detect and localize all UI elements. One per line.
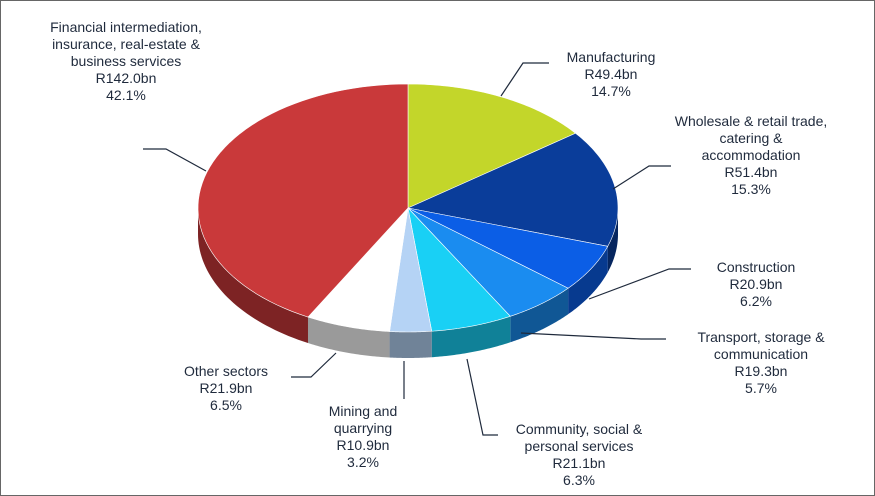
value-label: 3.2% bbox=[347, 454, 379, 470]
value-label: 14.7% bbox=[591, 83, 631, 99]
value-label: 6.5% bbox=[210, 397, 242, 413]
slice-side bbox=[607, 208, 618, 273]
value-label: 15.3% bbox=[731, 181, 771, 197]
data-label: Construction R20.9bn 6.2% bbox=[681, 259, 831, 310]
slice bbox=[407, 207, 609, 289]
leader-line bbox=[520, 332, 666, 340]
slice bbox=[307, 207, 409, 332]
value-label: 42.1% bbox=[106, 87, 146, 103]
amount-label: R20.9bn bbox=[729, 276, 783, 292]
slice-side bbox=[307, 317, 390, 358]
data-label: Mining and quarrying R10.9bn 3.2% bbox=[308, 403, 418, 471]
category-label: Construction bbox=[716, 259, 796, 275]
data-label: Other sectors R21.9bn 6.5% bbox=[161, 363, 291, 414]
leader-line bbox=[588, 268, 691, 300]
slice bbox=[407, 207, 511, 332]
slice-side bbox=[510, 288, 569, 343]
leader-line bbox=[500, 62, 549, 97]
data-label: Financial intermediation, insurance, rea… bbox=[46, 19, 206, 104]
data-label: Wholesale & retail trade, catering & acc… bbox=[671, 113, 831, 198]
slice-side bbox=[431, 316, 511, 358]
leader-line bbox=[612, 165, 671, 190]
category-label: Transport, storage & communication bbox=[697, 329, 825, 362]
amount-label: R19.3bn bbox=[734, 363, 788, 379]
data-label: Manufacturing R49.4bn 14.7% bbox=[526, 49, 696, 100]
slice bbox=[197, 83, 409, 318]
slice-side bbox=[198, 208, 308, 344]
value-label: 6.3% bbox=[563, 472, 595, 488]
category-label: Financial intermediation, insurance, rea… bbox=[50, 19, 202, 69]
category-label: Mining and quarrying bbox=[328, 403, 398, 436]
amount-label: R49.4bn bbox=[584, 66, 638, 82]
leader-line bbox=[466, 358, 498, 436]
amount-label: R142.0bn bbox=[95, 70, 157, 86]
category-label: Community, social & personal services bbox=[515, 421, 643, 454]
amount-label: R10.9bn bbox=[336, 437, 390, 453]
value-label: 6.2% bbox=[740, 293, 772, 309]
slice-side bbox=[568, 246, 608, 315]
value-label: 5.7% bbox=[745, 380, 777, 396]
leader-line bbox=[143, 148, 207, 172]
leader-line bbox=[291, 352, 337, 378]
slice bbox=[389, 207, 433, 333]
data-label: Transport, storage & communication R19.3b… bbox=[666, 329, 856, 397]
data-label: Community, social & personal services R21… bbox=[494, 421, 664, 489]
slice bbox=[407, 207, 569, 317]
category-label: Other sectors bbox=[183, 363, 269, 379]
slice-side bbox=[389, 331, 432, 358]
category-label: Manufacturing bbox=[566, 49, 656, 65]
amount-label: R21.9bn bbox=[199, 380, 253, 396]
amount-label: R51.4bn bbox=[724, 164, 778, 180]
slice bbox=[407, 83, 577, 209]
category-label: Wholesale & retail trade, catering & acc… bbox=[674, 113, 828, 163]
amount-label: R21.1bn bbox=[552, 455, 606, 471]
